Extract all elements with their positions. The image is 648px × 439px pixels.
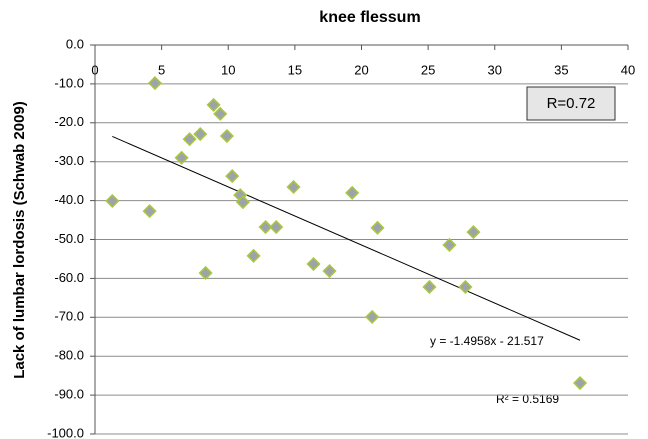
point [182, 132, 197, 147]
point [322, 263, 337, 279]
x-tick-label: 0 [91, 62, 98, 77]
x-tick-label: 25 [421, 62, 435, 77]
y-tick-label: -100.0 [47, 425, 84, 439]
y-axis-label: Lack of lumbar lordosis (Schwab 2009) [11, 101, 28, 379]
point [365, 309, 380, 324]
point [213, 106, 228, 121]
x-tick-label: 10 [221, 62, 235, 77]
point [345, 185, 360, 200]
point [458, 279, 473, 295]
x-tick-label: 15 [288, 62, 302, 77]
y-tick-label: -90.0 [54, 387, 84, 402]
chart-title: knee flessum [319, 9, 420, 26]
point [466, 225, 481, 240]
point [142, 204, 157, 219]
point [269, 219, 284, 235]
y-tick-label: -50.0 [54, 231, 84, 246]
point [193, 127, 208, 142]
point [306, 256, 321, 272]
y-tick-label: -60.0 [54, 270, 84, 285]
point [206, 97, 221, 112]
point [147, 76, 163, 91]
point [235, 195, 250, 210]
point [442, 237, 457, 253]
r-squared: R² = 0.5169 [496, 392, 559, 406]
x-tick-label: 40 [621, 62, 635, 77]
point [219, 128, 234, 144]
y-tick-label: -70.0 [54, 309, 84, 324]
point [286, 179, 301, 195]
point [198, 265, 213, 281]
point [174, 150, 189, 165]
y-tick-label: -30.0 [54, 153, 84, 168]
x-tick-label: 30 [488, 62, 502, 77]
point [258, 219, 273, 235]
point [370, 220, 385, 235]
y-tick-label: -10.0 [54, 75, 84, 90]
point [572, 375, 588, 391]
point [246, 248, 261, 263]
r-value: R=0.72 [547, 95, 596, 112]
point [225, 169, 240, 184]
x-tick-label: 35 [554, 62, 568, 77]
y-tick-label: -80.0 [54, 348, 84, 363]
x-tick-label: 5 [158, 62, 165, 77]
y-tick-label: 0.0 [66, 36, 84, 51]
trendline [112, 135, 581, 341]
x-tick-label: 20 [354, 62, 368, 77]
trend-equation: y = -1.4958x - 21.517 [430, 334, 544, 348]
point [422, 279, 437, 295]
r-box [526, 86, 616, 121]
point [105, 193, 120, 209]
y-tick-label: -40.0 [54, 192, 84, 207]
y-tick-label: -20.0 [54, 114, 84, 129]
